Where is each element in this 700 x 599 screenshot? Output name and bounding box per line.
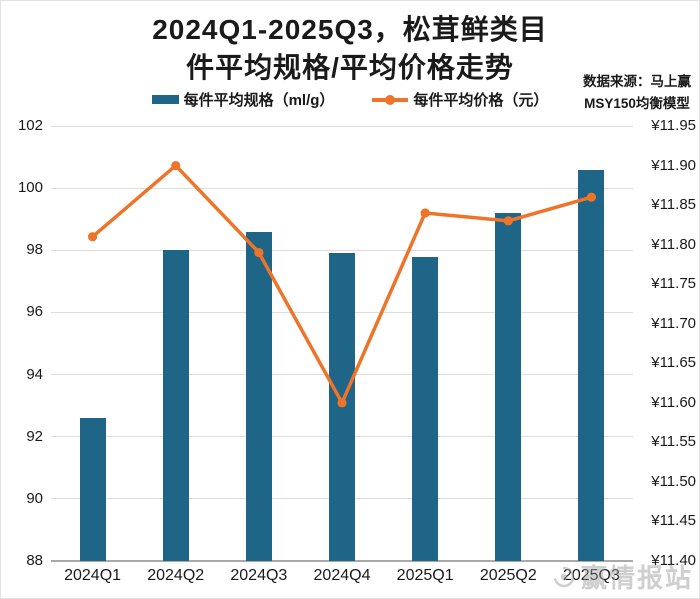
right-axis-tick: ¥11.50 (651, 472, 696, 490)
left-axis-tick: 88 (26, 552, 43, 569)
left-axis-tick: 98 (26, 241, 43, 259)
right-axis-tick: ¥11.95 (651, 117, 696, 134)
data-source: 数据来源：马上赢 MSY150均衡模型 (583, 71, 691, 115)
grid-line (51, 249, 633, 251)
legend-item-price: 每件平均价格（元） (372, 89, 548, 110)
price-line (90, 163, 594, 405)
right-axis-tick: ¥11.85 (651, 196, 696, 214)
data-source-line1: 数据来源：马上赢 (583, 74, 691, 89)
plot-area (51, 125, 633, 562)
x-axis-label-2024Q2: 2024Q2 (147, 567, 205, 584)
chart-title-line1: 2024Q1-2025Q3，松茸鲜类目 (152, 14, 548, 45)
chart-title: 2024Q1-2025Q3，松茸鲜类目 件平均规格/平均价格走势 (1, 11, 699, 87)
x-axis-label-2025Q1: 2025Q1 (396, 567, 454, 584)
bar-2024Q1 (79, 418, 106, 561)
right-axis-tick: ¥11.55 (651, 433, 696, 451)
right-axis-tick: ¥11.65 (651, 354, 696, 372)
left-axis-tick: 102 (17, 117, 43, 134)
x-axis-label-2025Q2: 2025Q2 (479, 567, 537, 584)
right-axis-tick: ¥11.40 (651, 552, 696, 569)
left-axis-tick: 100 (17, 179, 43, 197)
right-axis-tick: ¥11.45 (651, 512, 696, 530)
chart-title-line2: 件平均规格/平均价格走势 (186, 52, 514, 83)
price-point-2025Q2 (503, 216, 513, 226)
line-swatch-icon (372, 94, 409, 105)
left-axis-tick: 90 (26, 489, 43, 507)
bar-2025Q1 (412, 256, 439, 561)
bar-2025Q3 (578, 169, 605, 561)
price-point-2025Q3 (586, 192, 597, 202)
bar-2024Q2 (162, 250, 189, 561)
left-axis-tick: 96 (26, 303, 43, 321)
bar-2024Q3 (245, 231, 272, 561)
right-axis-tick: ¥11.90 (651, 156, 696, 174)
x-axis-label-2024Q4: 2024Q4 (313, 567, 371, 584)
right-axis-tick: ¥11.70 (651, 314, 696, 332)
legend-label-spec: 每件平均规格（ml/g） (183, 92, 335, 109)
grid-line (51, 125, 633, 127)
x-axis-label-2024Q3: 2024Q3 (230, 567, 288, 584)
x-axis-label-2025Q3: 2025Q3 (562, 567, 620, 584)
left-axis-tick: 94 (26, 365, 43, 383)
x-axis-line (51, 560, 633, 562)
price-point-2024Q3 (254, 247, 264, 258)
left-axis-tick: 92 (26, 427, 43, 445)
right-axis-tick: ¥11.75 (651, 275, 696, 293)
right-axis-tick: ¥11.60 (651, 393, 696, 411)
price-point-2024Q2 (171, 160, 181, 171)
price-point-2024Q1 (87, 232, 98, 242)
price-line-layer (87, 160, 597, 408)
price-point-2024Q4 (337, 398, 347, 408)
line-swatch-dot (385, 94, 396, 105)
bar-2025Q2 (495, 213, 522, 561)
price-point-2025Q1 (420, 208, 430, 218)
data-source-line2: MSY150均衡模型 (584, 96, 690, 111)
bar-swatch-icon (151, 95, 179, 104)
legend: 每件平均规格（ml/g） 每件平均价格（元） (1, 89, 699, 110)
legend-label-price: 每件平均价格（元） (413, 92, 549, 109)
legend-item-spec: 每件平均规格（ml/g） (151, 89, 335, 110)
grid-line (51, 187, 633, 189)
x-axis-label-2024Q1: 2024Q1 (64, 567, 122, 584)
right-axis-tick: ¥11.80 (651, 235, 696, 253)
